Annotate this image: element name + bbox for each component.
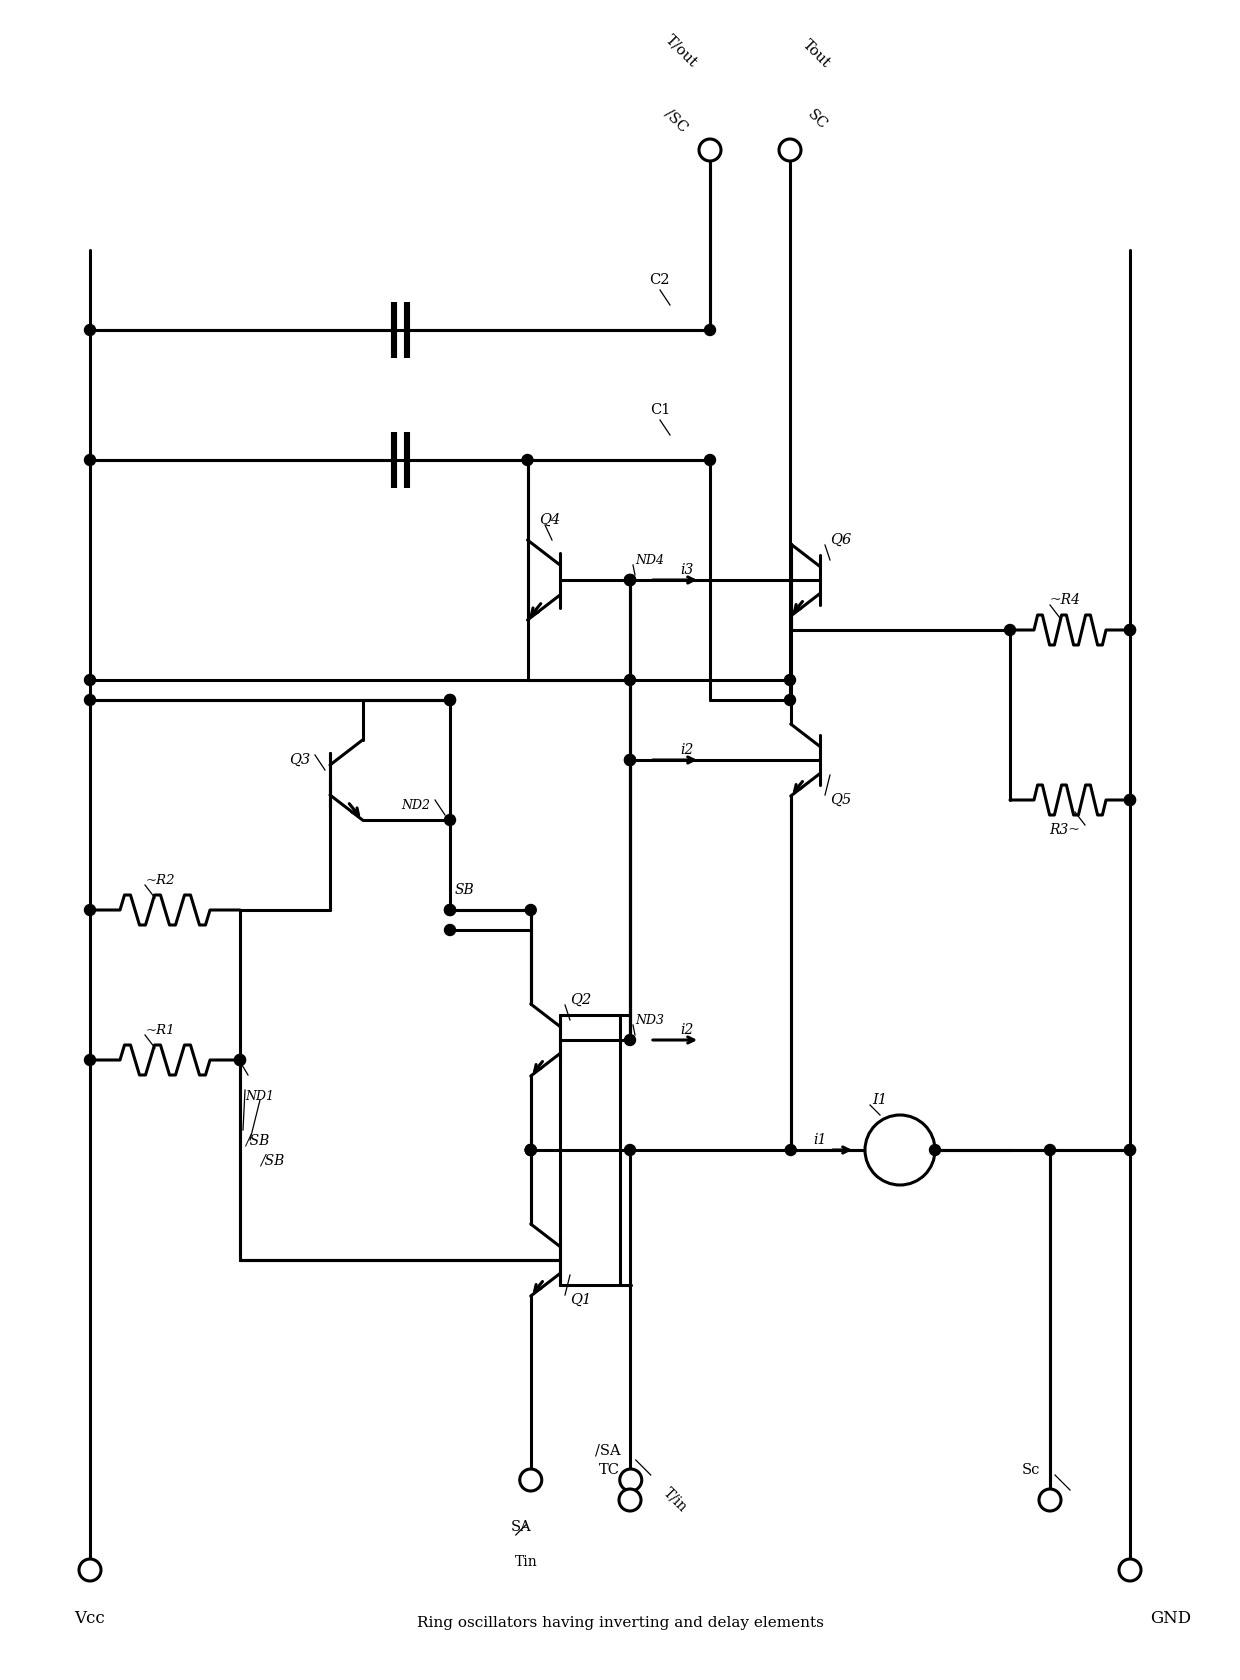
Circle shape xyxy=(1039,1488,1061,1510)
Text: ~R1: ~R1 xyxy=(145,1023,175,1037)
Circle shape xyxy=(1125,1144,1136,1156)
Text: TC: TC xyxy=(599,1463,620,1477)
Circle shape xyxy=(1125,795,1136,805)
Text: R3~: R3~ xyxy=(1049,823,1080,837)
Circle shape xyxy=(1118,1559,1141,1581)
Circle shape xyxy=(234,1055,246,1065)
Text: /SA: /SA xyxy=(595,1443,621,1457)
Circle shape xyxy=(522,455,533,465)
Text: SA: SA xyxy=(511,1520,531,1534)
Text: Q4: Q4 xyxy=(539,512,560,528)
Text: ND3: ND3 xyxy=(635,1013,663,1026)
Text: Q5: Q5 xyxy=(830,793,851,806)
Text: i2: i2 xyxy=(680,743,693,758)
Circle shape xyxy=(625,754,636,766)
Text: GND: GND xyxy=(1149,1609,1192,1626)
Circle shape xyxy=(785,1144,796,1156)
Circle shape xyxy=(699,139,720,161)
Circle shape xyxy=(866,1116,935,1184)
Text: SB: SB xyxy=(455,884,475,897)
Text: C2: C2 xyxy=(650,274,670,287)
Circle shape xyxy=(234,1055,246,1065)
Text: SC: SC xyxy=(805,108,830,133)
Circle shape xyxy=(79,1559,100,1581)
Text: I1: I1 xyxy=(873,1094,888,1107)
Text: ~R2: ~R2 xyxy=(145,874,175,887)
Circle shape xyxy=(1125,795,1136,805)
Circle shape xyxy=(444,815,455,825)
Circle shape xyxy=(779,139,801,161)
Circle shape xyxy=(1125,1144,1136,1156)
Text: /SC: /SC xyxy=(661,106,689,134)
Circle shape xyxy=(625,575,636,586)
Circle shape xyxy=(625,575,636,586)
Text: i3: i3 xyxy=(680,563,693,576)
Text: Q1: Q1 xyxy=(570,1294,591,1307)
Circle shape xyxy=(444,904,455,916)
Circle shape xyxy=(84,904,95,916)
Circle shape xyxy=(785,674,796,685)
Circle shape xyxy=(625,1035,636,1045)
Circle shape xyxy=(625,575,636,586)
Text: i2: i2 xyxy=(680,1023,693,1037)
Text: C1: C1 xyxy=(650,403,670,417)
Circle shape xyxy=(444,694,455,706)
Circle shape xyxy=(704,455,715,465)
Circle shape xyxy=(84,674,95,685)
Text: Ring oscillators having inverting and delay elements: Ring oscillators having inverting and de… xyxy=(417,1616,823,1630)
Circle shape xyxy=(444,904,455,916)
Circle shape xyxy=(1004,625,1016,635)
Circle shape xyxy=(444,694,455,706)
Circle shape xyxy=(1125,625,1136,635)
Circle shape xyxy=(520,1468,542,1492)
Circle shape xyxy=(526,1144,536,1156)
Circle shape xyxy=(444,924,455,936)
Text: Vcc: Vcc xyxy=(74,1609,105,1626)
Text: Q6: Q6 xyxy=(830,533,851,548)
Text: Q3: Q3 xyxy=(289,753,310,768)
Circle shape xyxy=(930,1144,940,1156)
Text: ND1: ND1 xyxy=(246,1090,274,1104)
Circle shape xyxy=(84,324,95,336)
Text: Tout: Tout xyxy=(800,37,833,71)
Circle shape xyxy=(625,754,636,766)
Text: ND4: ND4 xyxy=(635,553,663,566)
Circle shape xyxy=(625,674,636,685)
Text: /SB: /SB xyxy=(246,1132,269,1147)
Circle shape xyxy=(1125,625,1136,635)
Circle shape xyxy=(84,1055,95,1065)
Text: /SB: /SB xyxy=(260,1152,284,1168)
Text: ~R4: ~R4 xyxy=(1049,593,1080,606)
Circle shape xyxy=(526,1144,536,1156)
Text: i1: i1 xyxy=(813,1132,827,1147)
Text: Q2: Q2 xyxy=(570,993,591,1006)
Circle shape xyxy=(785,694,796,706)
Text: T/in: T/in xyxy=(661,1485,689,1515)
Text: T/out: T/out xyxy=(662,32,701,71)
Text: Tin: Tin xyxy=(515,1556,537,1569)
Circle shape xyxy=(526,904,536,916)
Text: Sc: Sc xyxy=(1022,1463,1040,1477)
Circle shape xyxy=(526,1144,536,1156)
Circle shape xyxy=(84,455,95,465)
Circle shape xyxy=(704,324,715,336)
Circle shape xyxy=(84,694,95,706)
Circle shape xyxy=(620,1468,642,1492)
Circle shape xyxy=(625,1144,636,1156)
Text: ND2: ND2 xyxy=(401,798,430,811)
Circle shape xyxy=(1044,1144,1055,1156)
Circle shape xyxy=(619,1488,641,1510)
